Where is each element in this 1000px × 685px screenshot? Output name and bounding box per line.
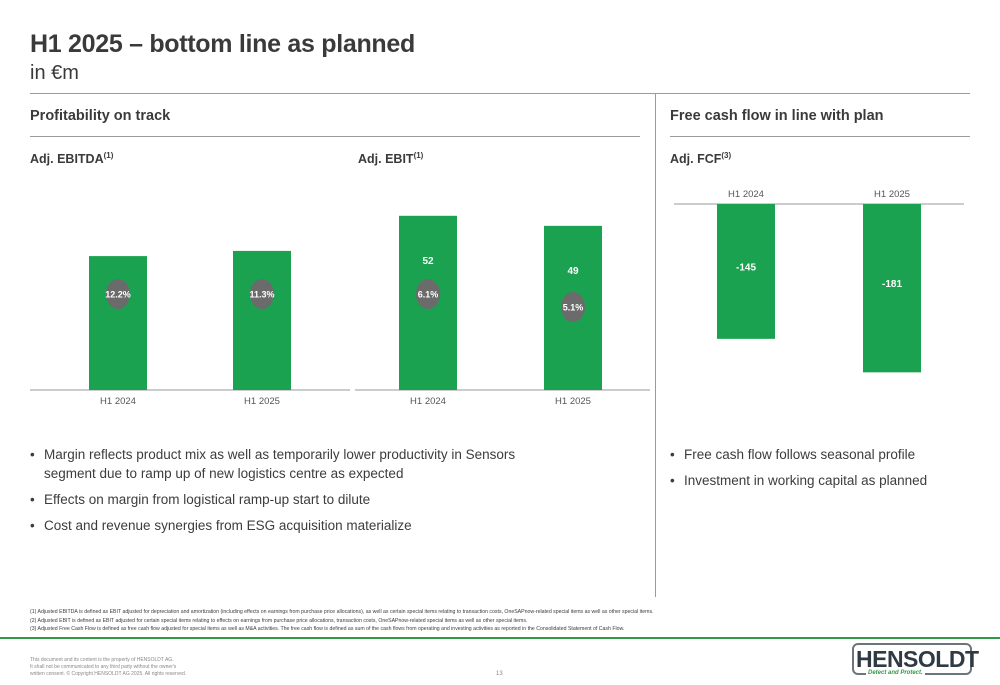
- margin-label: 6.1%: [418, 290, 439, 300]
- margin-badge: [561, 292, 585, 322]
- page-subtitle: in €m: [30, 62, 79, 84]
- margin-badge: [106, 279, 130, 309]
- bar: [717, 204, 775, 339]
- fcf-chart: -145 H1 2024 -181 H1 2025: [674, 189, 964, 373]
- page-title: H1 2025 – bottom line as planned: [30, 30, 415, 58]
- data-label: -145: [736, 262, 756, 273]
- x-tick-label: H1 2024: [410, 396, 446, 407]
- margin-label: 12.2%: [105, 290, 131, 300]
- right-section-rule: [670, 136, 970, 137]
- left-bullet-list: Margin reflects product mix as well as t…: [30, 445, 550, 542]
- list-item: Investment in working capital as planned: [670, 471, 970, 490]
- legal-line: written consent. © Copyright HENSOLDT AG…: [30, 671, 187, 677]
- ebit-chart: 52 6.1% H1 2024 49 5.1% H1 2025: [355, 215, 650, 407]
- bar: [863, 204, 921, 373]
- bar: [233, 250, 291, 390]
- logo-tagline: Detect and Protect.: [866, 670, 925, 676]
- section-divider: [655, 94, 656, 597]
- ebitda-chart-title: Adj. EBITDA(1): [30, 151, 114, 167]
- x-tick-label: H1 2025: [874, 189, 910, 200]
- data-label: 49: [567, 266, 579, 277]
- x-tick-label: H1 2025: [555, 396, 591, 407]
- footer-accent-rule: [0, 637, 1000, 639]
- right-section-title: Free cash flow in line with plan: [670, 108, 884, 124]
- margin-badge: [416, 279, 440, 309]
- ebit-chart-title: Adj. EBIT(1): [358, 151, 424, 167]
- list-item: Cost and revenue synergies from ESG acqu…: [30, 516, 550, 535]
- x-tick-label: H1 2025: [244, 396, 280, 407]
- bar: [89, 256, 147, 390]
- left-section-title: Profitability on track: [30, 108, 171, 124]
- page-number: 13: [496, 671, 503, 677]
- margin-label: 5.1%: [563, 303, 584, 313]
- footnotes: (1) Adjusted EBITDA is defined as EBIT a…: [30, 608, 653, 634]
- hensoldt-logo: HENSOLDT Detect and Protect.: [852, 643, 979, 681]
- data-label: 52: [422, 256, 434, 267]
- data-label: -181: [882, 279, 902, 290]
- header-divider: [30, 93, 970, 94]
- list-item: Free cash flow follows seasonal profile: [670, 445, 970, 464]
- legal-line: This document and its content is the pro…: [30, 657, 174, 663]
- footnote-3: (3) Adjusted Free Cash Flow is defined a…: [30, 626, 625, 633]
- left-section-rule: [30, 136, 640, 137]
- x-tick-label: H1 2024: [100, 396, 136, 407]
- right-bullet-list: Free cash flow follows seasonal profile …: [670, 445, 970, 497]
- fcf-chart-title: Adj. FCF(3): [670, 151, 732, 167]
- logo-wordmark: HENSOLDT: [856, 646, 979, 672]
- margin-label: 11.3%: [249, 290, 274, 300]
- list-item: Margin reflects product mix as well as t…: [30, 445, 550, 483]
- x-tick-label: H1 2024: [728, 189, 764, 200]
- list-item: Effects on margin from logistical ramp-u…: [30, 490, 550, 509]
- margin-badge: [250, 279, 274, 309]
- legal-notice: This document and its content is the pro…: [30, 657, 186, 678]
- ebitda-chart: 10312.2%H1 202410711.3%H1 2025: [30, 250, 350, 407]
- footnote-2: (2) Adjusted EBIT is defined as EBIT adj…: [30, 617, 528, 624]
- footnote-1: (1) Adjusted EBITDA is defined as EBIT a…: [30, 609, 654, 615]
- legal-line: It shall not be communicated to any thir…: [30, 664, 177, 670]
